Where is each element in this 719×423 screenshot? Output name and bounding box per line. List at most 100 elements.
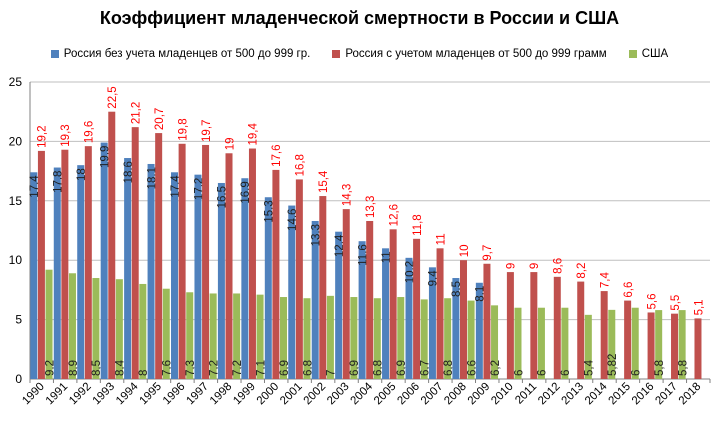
data-label: 19,6 bbox=[84, 121, 96, 143]
bar-usa bbox=[584, 314, 592, 379]
data-label: 19,8 bbox=[177, 118, 189, 140]
bar-usa bbox=[444, 298, 452, 379]
data-label: 11 bbox=[381, 251, 393, 263]
bar-russia-with bbox=[624, 300, 632, 379]
data-label: 6,8 bbox=[443, 360, 455, 376]
legend: Россия без учета младенцев от 500 до 999… bbox=[0, 48, 719, 60]
data-label: 7,1 bbox=[255, 360, 267, 376]
data-label: 9 bbox=[529, 263, 541, 269]
bar-usa bbox=[537, 307, 545, 379]
data-label: 5,5 bbox=[670, 295, 682, 311]
bar-russia-with bbox=[647, 312, 655, 379]
bar-usa bbox=[608, 309, 616, 379]
x-tick-label: 1998 bbox=[208, 381, 235, 408]
x-tick-label: 1996 bbox=[161, 381, 188, 408]
bar-russia-with bbox=[553, 276, 561, 379]
data-label: 6,8 bbox=[302, 360, 314, 376]
x-tick-label: 1995 bbox=[138, 381, 165, 408]
bar-russia-without bbox=[405, 257, 413, 379]
data-label: 11,8 bbox=[412, 214, 424, 236]
data-label: 6 bbox=[513, 370, 525, 376]
data-label: 6,7 bbox=[419, 360, 431, 376]
bar-russia-with bbox=[342, 209, 350, 379]
y-tick-label: 15 bbox=[9, 194, 23, 208]
data-label: 8,4 bbox=[115, 359, 127, 376]
bar-russia-without bbox=[124, 158, 132, 379]
bar-russia-with bbox=[436, 248, 444, 379]
data-label: 9,7 bbox=[482, 245, 494, 261]
bar-usa bbox=[45, 269, 53, 379]
data-label: 10 bbox=[459, 244, 471, 257]
chart-title: Коэффициент младенческой смертности в Ро… bbox=[99, 8, 620, 28]
x-tick-label: 1992 bbox=[67, 381, 94, 408]
bar-russia-without bbox=[217, 182, 225, 379]
data-label: 5,6 bbox=[646, 293, 658, 309]
bar-usa bbox=[256, 294, 264, 379]
data-label: 22,5 bbox=[107, 86, 119, 108]
data-label: 6,9 bbox=[349, 360, 361, 376]
bar-russia-with bbox=[248, 148, 256, 379]
bar-russia-with bbox=[225, 153, 233, 379]
bar-russia-without bbox=[171, 172, 179, 379]
x-tick-label: 1997 bbox=[184, 381, 211, 408]
bar-russia-without bbox=[382, 248, 390, 379]
data-label: 7 bbox=[326, 370, 338, 376]
data-label: 6,8 bbox=[373, 360, 385, 376]
data-label: 14,3 bbox=[342, 184, 354, 206]
legend-item-usa: США bbox=[628, 48, 668, 60]
x-tick-label: 2008 bbox=[442, 381, 469, 408]
data-label: 16,8 bbox=[295, 154, 307, 176]
bar-russia-without bbox=[77, 165, 85, 379]
x-tick-label: 2009 bbox=[466, 381, 493, 408]
x-tick-label: 2004 bbox=[349, 380, 376, 407]
data-label: 19 bbox=[224, 137, 236, 150]
bar-russia-with bbox=[61, 149, 69, 379]
bar-usa bbox=[678, 310, 686, 379]
bar-russia-with bbox=[319, 196, 327, 379]
x-tick-label: 2017 bbox=[653, 381, 680, 408]
bar-usa bbox=[303, 298, 311, 379]
y-tick-label: 10 bbox=[9, 253, 23, 267]
data-label: 8,2 bbox=[576, 263, 588, 279]
bar-russia-with bbox=[483, 263, 491, 379]
bar-russia-with bbox=[155, 133, 163, 379]
bar-russia-with bbox=[506, 272, 514, 379]
x-tick-label: 2018 bbox=[677, 381, 704, 408]
x-tick-label: 1999 bbox=[231, 381, 258, 408]
data-label: 9 bbox=[506, 263, 518, 269]
data-label: 6,6 bbox=[623, 282, 635, 298]
data-label: 6 bbox=[631, 370, 643, 376]
bar-russia-without bbox=[264, 197, 272, 379]
bar-usa bbox=[420, 299, 428, 379]
bar-usa bbox=[68, 273, 76, 379]
x-tick-label: 1991 bbox=[44, 381, 71, 408]
bar-russia-with bbox=[131, 127, 139, 379]
data-label: 8,5 bbox=[91, 360, 103, 376]
bar-russia-without bbox=[288, 205, 296, 379]
bar-russia-without bbox=[53, 167, 61, 379]
bar-russia-without bbox=[358, 241, 366, 379]
data-label: 11 bbox=[435, 233, 447, 245]
bar-russia-without bbox=[475, 282, 483, 379]
x-tick-label: 1990 bbox=[20, 381, 47, 408]
data-label: 19,7 bbox=[201, 120, 213, 142]
x-tick-label: 2003 bbox=[325, 381, 352, 408]
data-label: 19,4 bbox=[248, 123, 260, 146]
bar-russia-with bbox=[413, 238, 421, 379]
data-label: 5,82 bbox=[607, 354, 619, 376]
legend-swatch-russia-without bbox=[50, 50, 59, 58]
data-label: 9,2 bbox=[44, 360, 56, 376]
data-label: 6,2 bbox=[490, 360, 502, 376]
bar-russia-with bbox=[459, 260, 467, 379]
legend-swatch-usa bbox=[628, 50, 637, 58]
bar-russia-without bbox=[452, 278, 460, 379]
x-tick-label: 2016 bbox=[630, 381, 657, 408]
data-label: 5,8 bbox=[677, 360, 689, 376]
x-tick-label: 1993 bbox=[91, 381, 118, 408]
data-label: 5,4 bbox=[584, 359, 596, 376]
data-label: 20,7 bbox=[154, 108, 166, 130]
x-tick-label: 2013 bbox=[560, 381, 587, 408]
x-tick-label: 2014 bbox=[583, 380, 610, 407]
bar-russia-without bbox=[100, 142, 108, 379]
